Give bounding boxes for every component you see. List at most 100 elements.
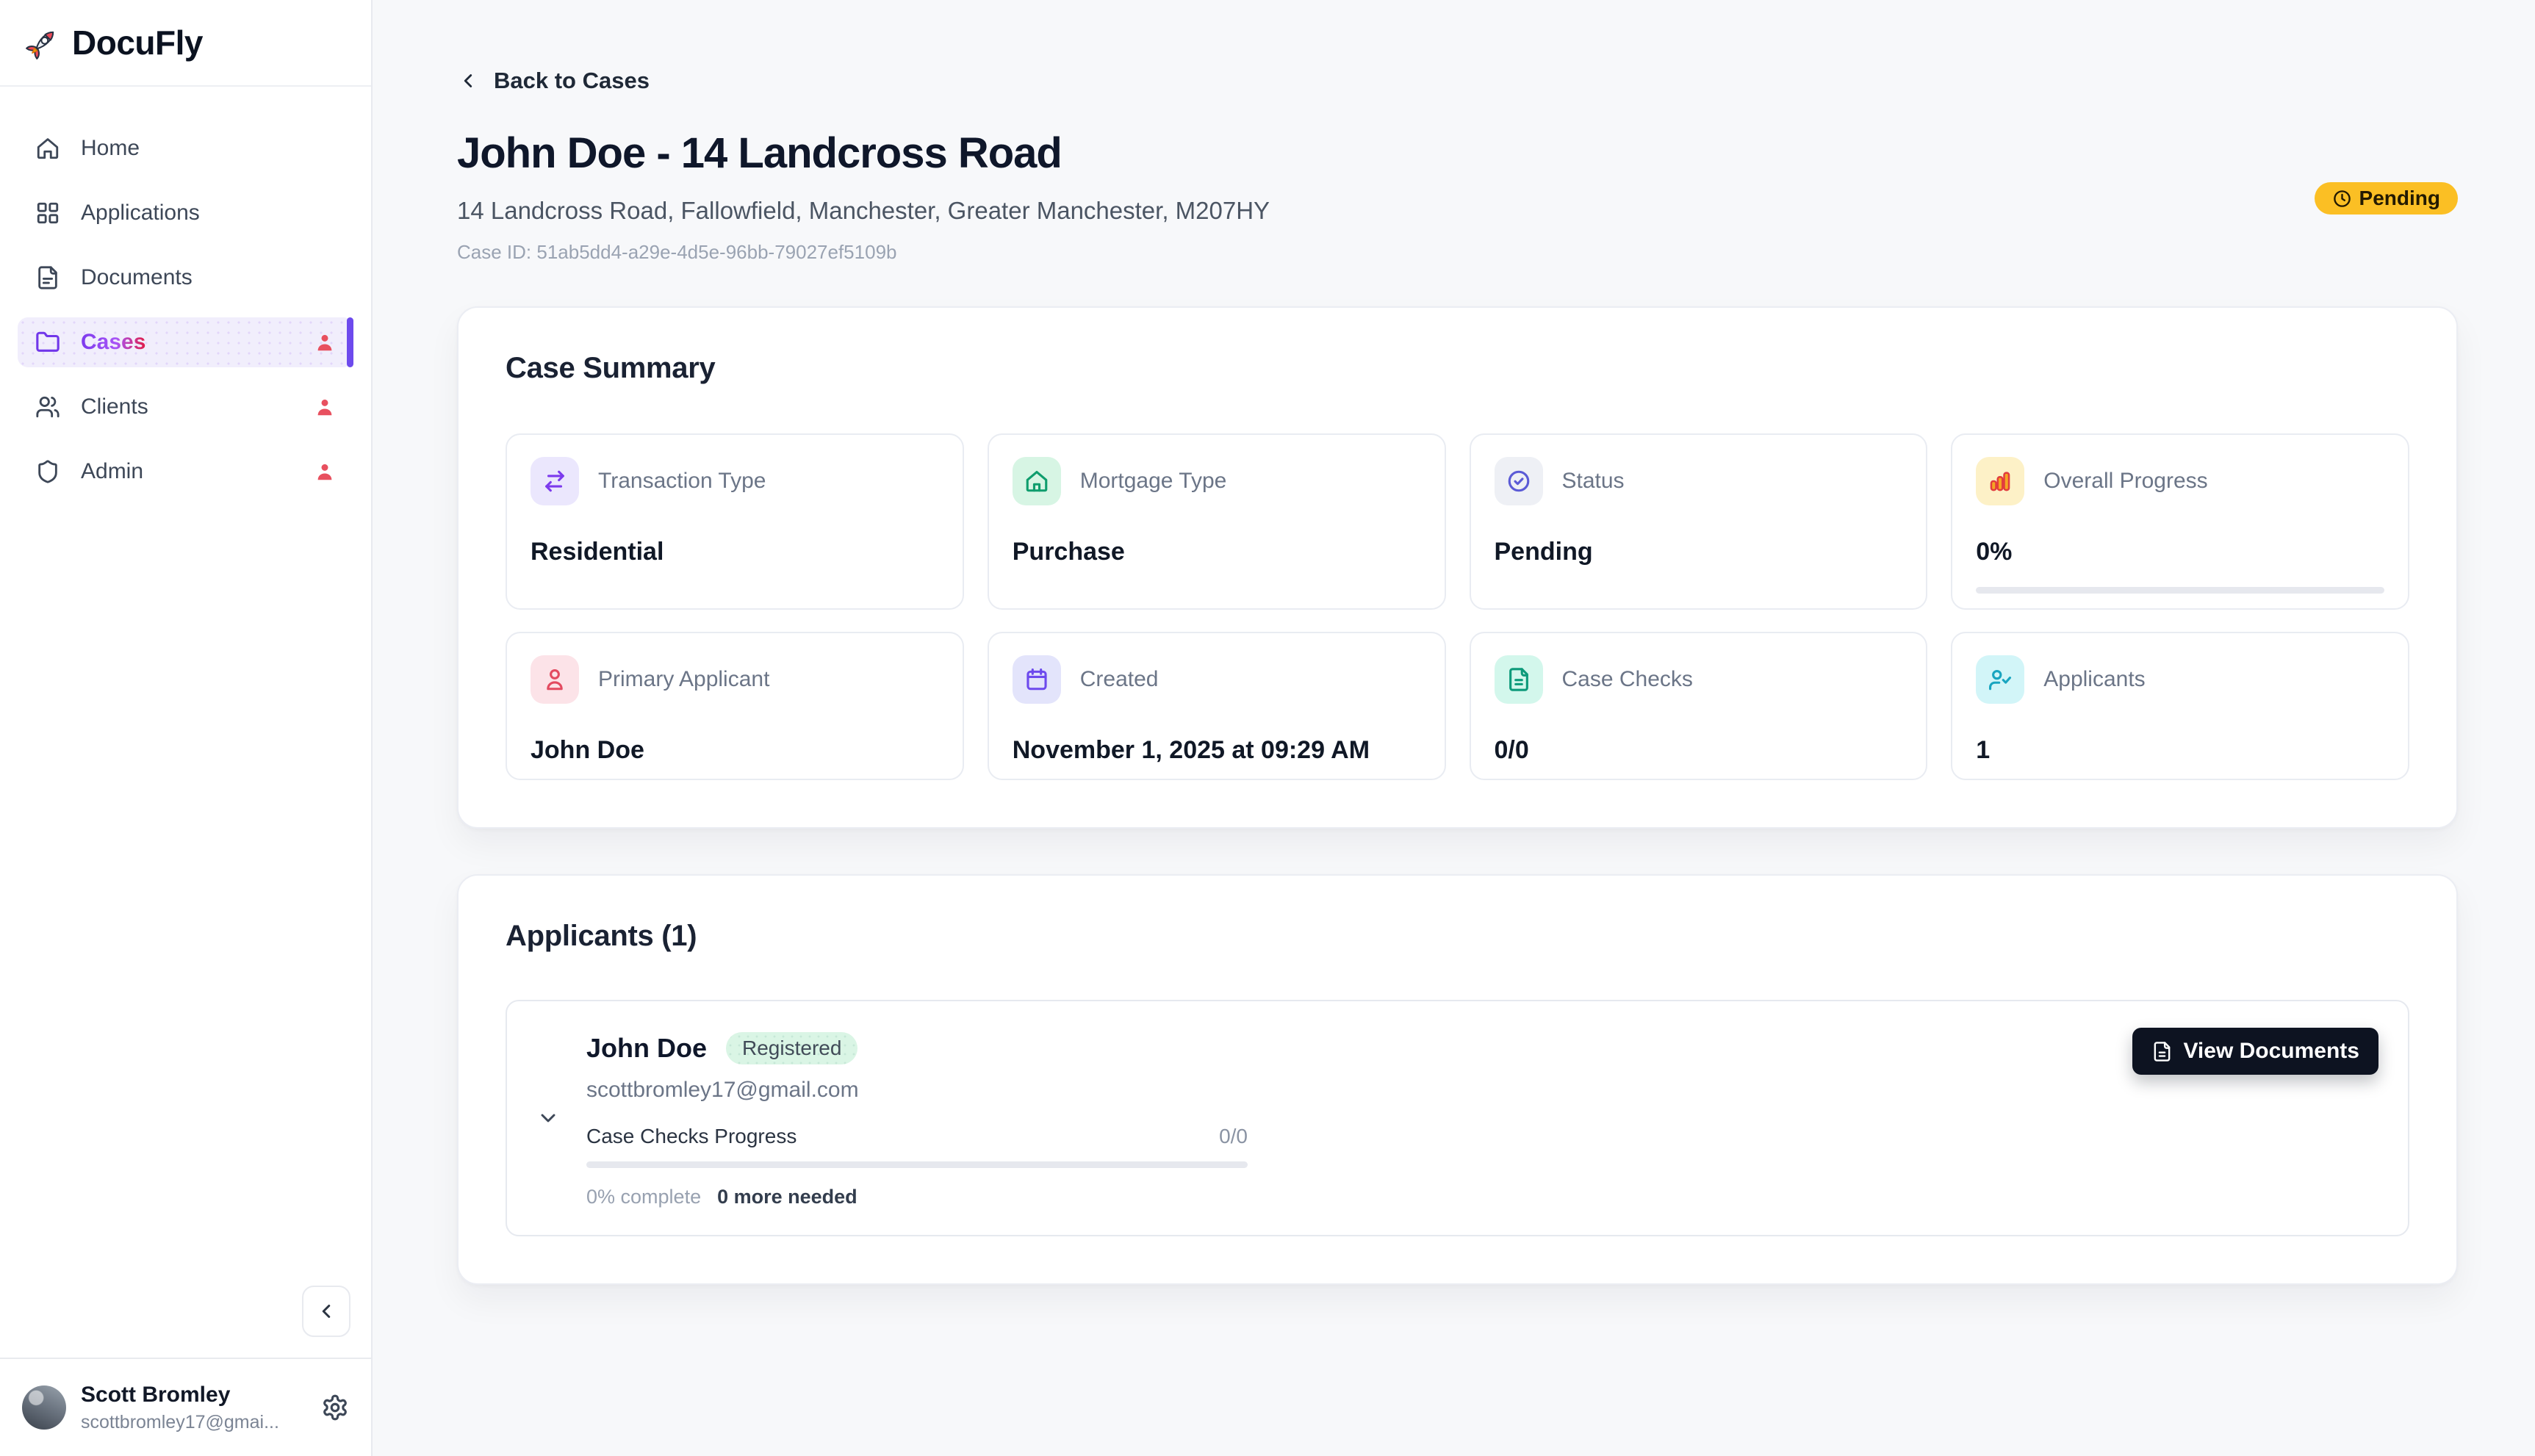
progress-complete-text: 0% complete xyxy=(586,1186,702,1208)
card-label: Case Checks xyxy=(1561,667,1693,691)
applicant-details: John Doe Registered scottbromley17@gmail… xyxy=(586,1028,2115,1208)
card-overall-progress: Overall Progress 0% xyxy=(1951,433,2409,610)
applicants-panel: Applicants (1) John Doe Registered scott… xyxy=(457,874,2458,1285)
back-to-cases-link[interactable]: Back to Cases xyxy=(457,68,2458,94)
page-title: John Doe - 14 Landcross Road xyxy=(457,129,1062,177)
user-badge-icon xyxy=(314,461,336,483)
card-label: Created xyxy=(1079,667,1159,691)
transfer-arrows-icon xyxy=(531,457,579,505)
applicant-progress: Case Checks Progress 0/0 0% complete 0 m… xyxy=(586,1125,1248,1208)
applicant-actions: View Documents xyxy=(2132,1028,2378,1208)
sidebar-item-cases[interactable]: Cases xyxy=(18,317,353,367)
card-label: Status xyxy=(1561,469,1625,493)
chevron-left-icon xyxy=(457,70,479,92)
document-icon xyxy=(35,265,60,290)
sidebar-item-label: Applications xyxy=(81,201,200,225)
chevron-down-icon xyxy=(536,1106,560,1130)
card-value: November 1, 2025 at 09:29 AM xyxy=(1012,736,1370,764)
card-created: Created November 1, 2025 at 09:29 AM xyxy=(987,632,1446,780)
app-name: DocuFly xyxy=(72,24,203,62)
card-mortgage-type: Mortgage Type Purchase xyxy=(987,433,1446,610)
shield-icon xyxy=(35,459,60,484)
view-documents-label: View Documents xyxy=(2183,1039,2359,1063)
bar-chart-icon xyxy=(1976,457,2025,505)
calendar-icon xyxy=(1012,655,1061,704)
grid-icon xyxy=(35,201,60,226)
home-icon xyxy=(35,136,60,161)
case-address: 14 Landcross Road, Fallowfield, Manchest… xyxy=(457,197,1270,224)
file-text-icon xyxy=(1494,655,1543,704)
sidebar-item-label: Home xyxy=(81,136,140,160)
status-badge: Pending xyxy=(2314,182,2458,215)
status-badge-label: Pending xyxy=(2359,187,2440,209)
sidebar-item-applications[interactable]: Applications xyxy=(18,188,353,238)
card-value: Pending xyxy=(1494,538,1593,566)
user-badge-icon xyxy=(314,396,336,418)
rocket-logo-icon xyxy=(25,25,60,60)
card-value: Purchase xyxy=(1012,538,1125,566)
profile-texts: Scott Bromley scottbromley17@gmai... xyxy=(81,1383,279,1433)
card-transaction-type: Transaction Type Residential xyxy=(506,433,964,610)
chevron-left-icon xyxy=(315,1300,337,1322)
case-summary-panel: Case Summary Transaction Type Residentia… xyxy=(457,306,2458,829)
progress-count: 0/0 xyxy=(1219,1125,1248,1147)
case-summary-title: Case Summary xyxy=(506,352,716,384)
sidebar-nav: Home Applications Documents xyxy=(0,87,371,511)
card-label: Overall Progress xyxy=(2043,469,2208,493)
view-documents-button[interactable]: View Documents xyxy=(2132,1028,2378,1075)
sidebar: DocuFly Home Applications xyxy=(0,0,373,1456)
avatar xyxy=(22,1385,66,1430)
clock-icon xyxy=(2332,189,2352,209)
card-value: 0% xyxy=(1976,538,2013,566)
expand-applicant-button[interactable] xyxy=(536,1028,569,1208)
applicant-row: John Doe Registered scottbromley17@gmail… xyxy=(506,1000,2409,1236)
circle-check-icon xyxy=(1494,457,1543,505)
user-profile[interactable]: Scott Bromley scottbromley17@gmai... xyxy=(0,1358,371,1456)
sidebar-item-label: Documents xyxy=(81,265,193,289)
gear-icon[interactable] xyxy=(321,1394,349,1421)
progress-needed-text: 0 more needed xyxy=(717,1186,857,1208)
card-value: 1 xyxy=(1976,736,1991,764)
sidebar-item-label: Clients xyxy=(81,394,148,419)
card-value: Residential xyxy=(531,538,664,566)
sidebar-item-label: Admin xyxy=(81,459,144,483)
user-check-icon xyxy=(1976,655,2025,704)
page-header: John Doe - 14 Landcross Road 14 Landcros… xyxy=(457,128,2458,264)
card-primary-applicant: Primary Applicant John Doe xyxy=(506,632,964,780)
sidebar-collapse-button[interactable] xyxy=(302,1286,350,1337)
main-content: Back to Cases John Doe - 14 Landcross Ro… xyxy=(373,0,2535,1456)
registered-badge: Registered xyxy=(726,1032,858,1064)
applicant-name: John Doe xyxy=(586,1033,708,1063)
folder-icon xyxy=(35,330,60,355)
applicant-email: scottbromley17@gmail.com xyxy=(586,1078,859,1102)
card-value: John Doe xyxy=(531,736,644,764)
overall-progress-bar xyxy=(1976,587,2384,594)
card-label: Applicants xyxy=(2043,667,2146,691)
sidebar-item-documents[interactable]: Documents xyxy=(18,253,353,303)
sidebar-item-label: Cases xyxy=(81,330,146,354)
applicant-progress-bar xyxy=(586,1161,1248,1168)
back-label: Back to Cases xyxy=(494,68,650,93)
case-id: Case ID: 51ab5dd4-a29e-4d5e-96bb-79027ef… xyxy=(457,241,897,263)
progress-label: Case Checks Progress xyxy=(586,1125,797,1147)
sidebar-item-clients[interactable]: Clients xyxy=(18,382,353,432)
profile-email: scottbromley17@gmai... xyxy=(81,1411,279,1432)
card-label: Primary Applicant xyxy=(598,667,770,691)
card-label: Mortgage Type xyxy=(1079,469,1227,493)
file-text-icon xyxy=(2151,1041,2173,1062)
app-logo: DocuFly xyxy=(0,0,371,87)
page-header-texts: John Doe - 14 Landcross Road 14 Landcros… xyxy=(457,128,2315,264)
card-status: Status Pending xyxy=(1469,433,1928,610)
card-value: 0/0 xyxy=(1494,736,1529,764)
user-icon xyxy=(531,655,579,704)
card-applicants: Applicants 1 xyxy=(1951,632,2409,780)
user-badge-icon xyxy=(314,331,336,353)
users-icon xyxy=(35,394,60,419)
card-case-checks: Case Checks 0/0 xyxy=(1469,632,1928,780)
home-icon xyxy=(1012,457,1061,505)
sidebar-item-admin[interactable]: Admin xyxy=(18,447,353,497)
card-label: Transaction Type xyxy=(598,469,766,493)
summary-cards-grid: Transaction Type Residential Mortgage Ty… xyxy=(506,433,2409,780)
sidebar-item-home[interactable]: Home xyxy=(18,123,353,173)
applicants-title: Applicants (1) xyxy=(506,920,697,952)
